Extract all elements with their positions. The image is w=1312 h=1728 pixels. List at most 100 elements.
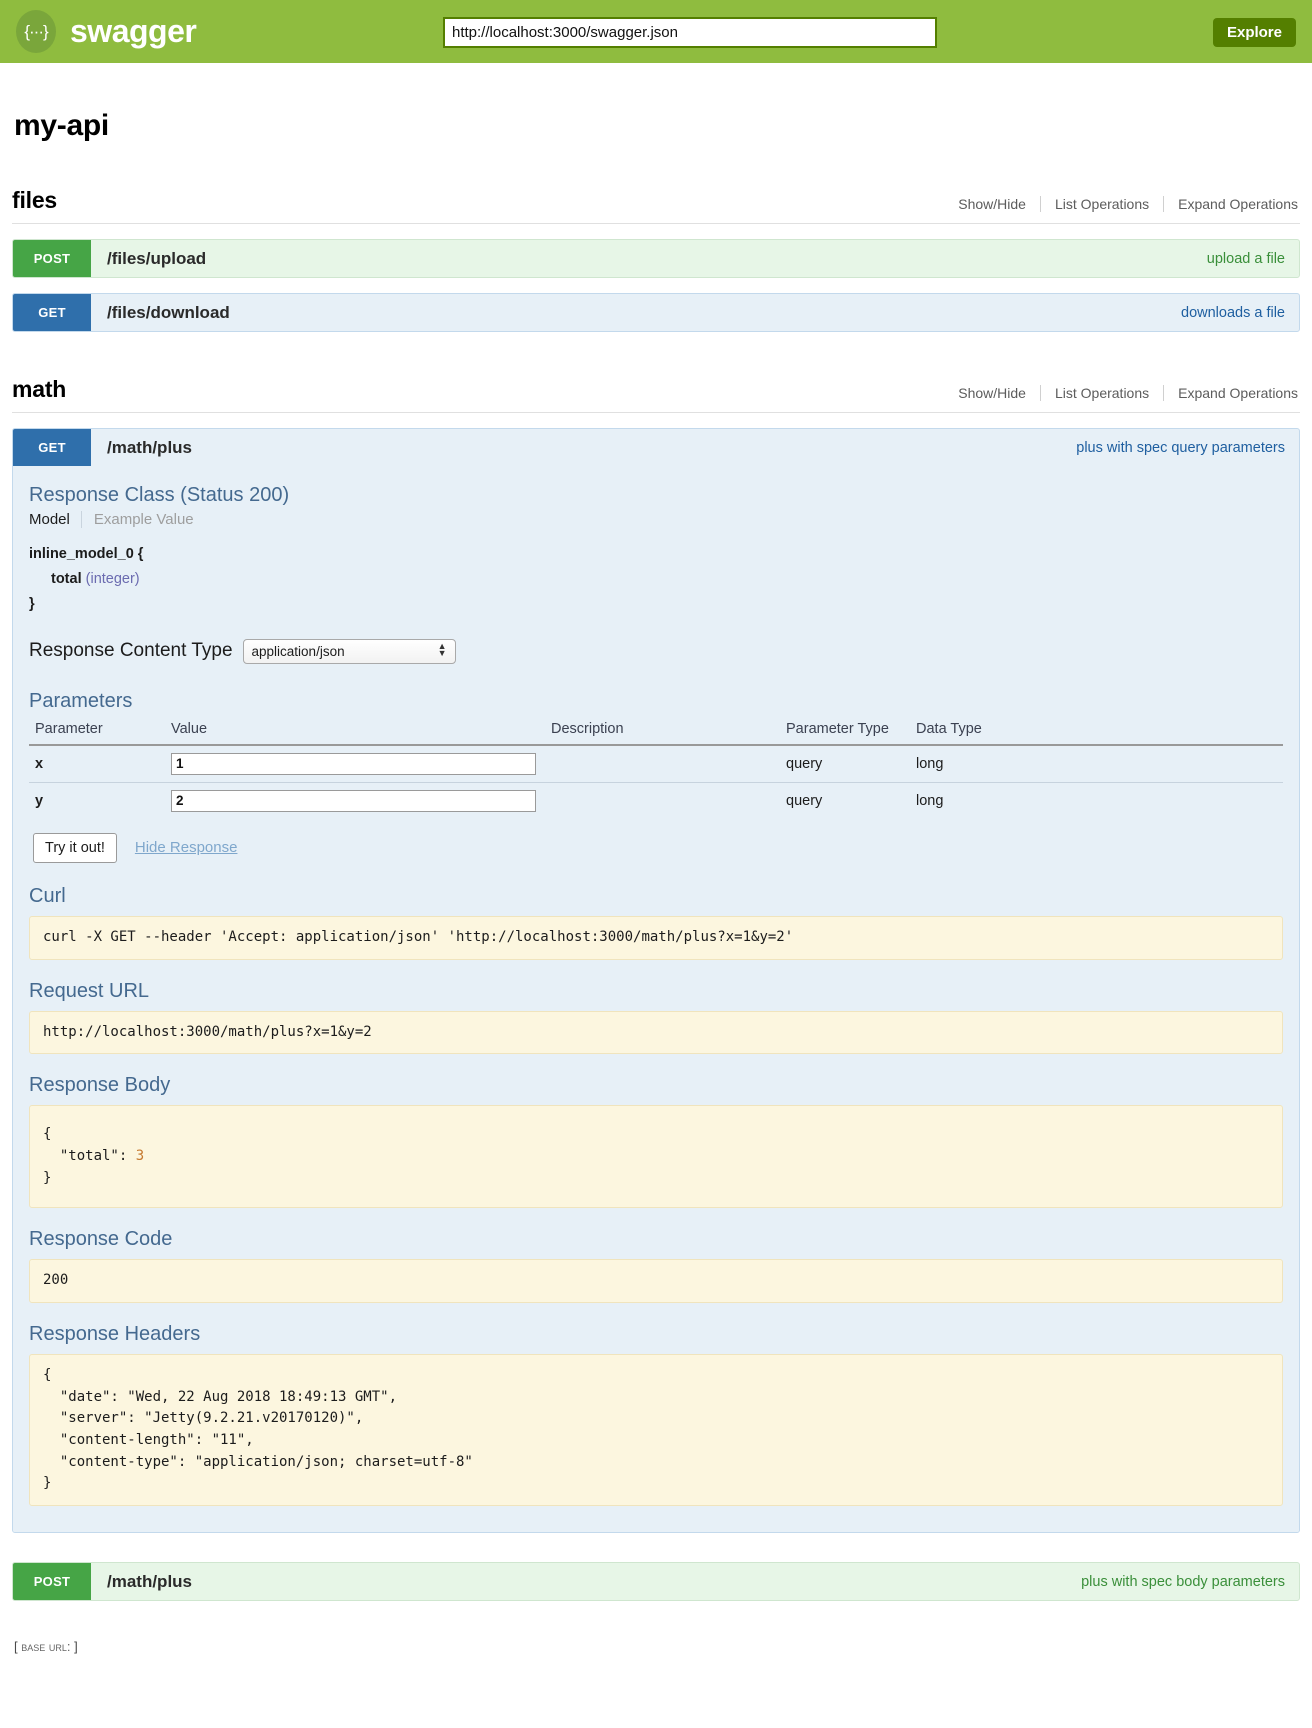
- resource-options: Show/Hide List Operations Expand Operati…: [944, 196, 1300, 214]
- model-signature: inline_model_0 { total (integer) }: [29, 542, 1283, 617]
- response-body-post: }: [43, 1169, 52, 1186]
- show-hide-link[interactable]: Show/Hide: [958, 385, 1026, 401]
- param-description: [545, 744, 780, 783]
- method-badge: GET: [13, 294, 91, 331]
- operation-post-files-upload[interactable]: POST /files/upload upload a file: [12, 239, 1300, 278]
- operation-path: /math/plus: [107, 437, 193, 457]
- operation-header[interactable]: POST /files/upload upload a file: [13, 240, 1299, 277]
- response-class-title: Response Class (Status 200): [29, 484, 290, 506]
- param-value-cell: [165, 744, 545, 783]
- request-url: http://localhost:3000/math/plus?x=1&y=2: [29, 1010, 1283, 1055]
- expand-operations-link[interactable]: Expand Operations: [1163, 196, 1300, 212]
- tab-example-value[interactable]: Example Value: [80, 511, 194, 528]
- action-row: Try it out! Hide Response: [33, 832, 1283, 863]
- operation-summary[interactable]: plus with spec query parameters: [1076, 439, 1285, 456]
- method-badge: POST: [13, 1563, 91, 1601]
- param-input-x[interactable]: [171, 752, 536, 775]
- footer-open-bracket: [: [14, 1639, 18, 1655]
- operation-header[interactable]: GET /files/download downloads a file: [13, 294, 1299, 331]
- response-body-title: Response Body: [29, 1074, 171, 1097]
- resource-files: files Show/Hide List Operations Expand O…: [12, 187, 1300, 332]
- operation-summary[interactable]: plus with spec body parameters: [1081, 1573, 1285, 1590]
- method-badge: POST: [13, 240, 91, 277]
- operation-path: /files/upload: [107, 248, 207, 268]
- param-type: query: [780, 744, 910, 783]
- model-open: inline_model_0 {: [29, 546, 144, 562]
- param-value-cell: [165, 782, 545, 819]
- resource-options: Show/Hide List Operations Expand Operati…: [944, 385, 1300, 403]
- hide-response-link[interactable]: Hide Response: [134, 839, 238, 857]
- footer-base-url: [ BASE URL: ]: [12, 1631, 1300, 1672]
- explore-button[interactable]: Explore: [1212, 18, 1296, 47]
- th-parameter-type: Parameter Type: [780, 718, 910, 746]
- th-description: Description: [545, 718, 780, 746]
- curl-title: Curl: [29, 884, 66, 907]
- operation-summary[interactable]: upload a file: [1206, 250, 1285, 267]
- response-body: { "total": 3 }: [29, 1105, 1283, 1209]
- table-row: x query long: [29, 744, 1283, 783]
- model-property-type: (integer): [85, 570, 140, 587]
- topbar: {···} swagger Explore: [0, 0, 1312, 63]
- curl-command: curl -X GET --header 'Accept: applicatio…: [29, 915, 1283, 960]
- spacer: [12, 1533, 1300, 1547]
- page-content: my-api files Show/Hide List Operations E…: [0, 109, 1312, 1672]
- resource-math: math Show/Hide List Operations Expand Op…: [12, 376, 1300, 1602]
- param-type: query: [786, 792, 823, 809]
- resource-header: math Show/Hide List Operations Expand Op…: [12, 376, 1300, 413]
- resource-name: files: [12, 187, 58, 213]
- param-input-y[interactable]: [171, 789, 536, 812]
- list-operations-link[interactable]: List Operations: [1039, 385, 1163, 401]
- tab-model[interactable]: Model: [29, 511, 70, 528]
- parameters-table: Parameter Value Description Parameter Ty…: [29, 718, 1283, 819]
- selected-content-type: application/json: [251, 643, 345, 659]
- param-data-type: long: [910, 744, 1283, 783]
- expand-operations-link[interactable]: Expand Operations: [1163, 385, 1300, 401]
- param-name: x: [29, 744, 165, 783]
- param-description: [545, 782, 780, 819]
- swagger-logo[interactable]: {···} swagger: [16, 10, 197, 53]
- model-close: }: [29, 595, 35, 612]
- operation-summary[interactable]: downloads a file: [1181, 304, 1285, 321]
- response-code-title: Response Code: [29, 1228, 173, 1251]
- operation-get-math-plus[interactable]: GET /math/plus plus with spec query para…: [12, 428, 1300, 1534]
- swagger-braces-icon: {···}: [16, 10, 56, 53]
- parameters-title: Parameters: [29, 689, 133, 712]
- response-headers: { "date": "Wed, 22 Aug 2018 18:49:13 GMT…: [29, 1353, 1283, 1507]
- response-code: 200: [29, 1259, 1283, 1303]
- response-content-type-select[interactable]: application/json ▲ ▼: [242, 638, 456, 664]
- table-row: y query long: [29, 782, 1283, 819]
- logo-text: swagger: [70, 13, 197, 49]
- operation-details: Response Class (Status 200) Model Exampl…: [13, 466, 1299, 1533]
- operation-header[interactable]: POST /math/plus plus with spec body para…: [13, 1563, 1299, 1601]
- operation-header[interactable]: GET /math/plus plus with spec query para…: [13, 429, 1299, 466]
- param-name: y: [35, 792, 44, 809]
- footer-close-bracket: ]: [74, 1639, 78, 1655]
- resource-name: math: [12, 376, 67, 402]
- show-hide-link[interactable]: Show/Hide: [958, 196, 1026, 212]
- resource-header: files Show/Hide List Operations Expand O…: [12, 187, 1300, 224]
- chevron-updown-icon: ▲ ▼: [437, 640, 447, 658]
- th-value: Value: [165, 718, 545, 746]
- response-body-pre: { "total":: [43, 1126, 128, 1164]
- response-content-type-label: Response Content Type: [29, 640, 233, 662]
- response-body-value: 3: [135, 1147, 145, 1164]
- page-title: my-api: [14, 109, 109, 142]
- operation-get-files-download[interactable]: GET /files/download downloads a file: [12, 293, 1300, 332]
- model-tabs: Model Example Value: [29, 511, 1283, 528]
- model-property-name: total: [51, 570, 82, 587]
- try-it-out-button[interactable]: Try it out!: [33, 832, 117, 863]
- response-content-type-row: Response Content Type application/json ▲…: [29, 638, 1283, 664]
- table-header-row: Parameter Value Description Parameter Ty…: [29, 718, 1283, 746]
- list-operations-link[interactable]: List Operations: [1039, 196, 1163, 212]
- spec-url-input[interactable]: [443, 17, 937, 48]
- footer-label: BASE URL:: [21, 1639, 71, 1655]
- method-badge: GET: [13, 429, 91, 466]
- param-data-type: long: [916, 792, 944, 809]
- operation-post-math-plus[interactable]: POST /math/plus plus with spec body para…: [12, 1562, 1300, 1602]
- operation-path: /files/download: [107, 302, 230, 322]
- th-parameter: Parameter: [29, 718, 165, 746]
- request-url-title: Request URL: [29, 979, 150, 1002]
- operation-path: /math/plus: [107, 1571, 193, 1591]
- th-data-type: Data Type: [910, 718, 1283, 746]
- response-headers-title: Response Headers: [29, 1322, 201, 1345]
